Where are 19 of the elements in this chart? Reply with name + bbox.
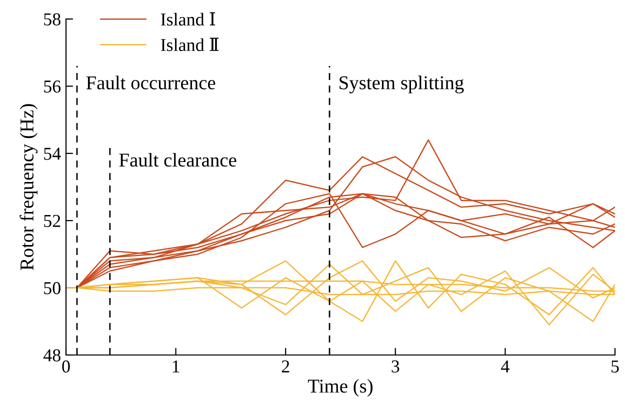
ref-line-label: Fault occurrence bbox=[86, 76, 216, 90]
ref-line-label: Fault clearance bbox=[119, 152, 236, 167]
x-tick-label: 1 bbox=[172, 360, 180, 372]
y-tick-label: 56 bbox=[44, 80, 61, 93]
y-tick-label: 54 bbox=[44, 148, 61, 160]
x-tick-label: 2 bbox=[282, 360, 290, 372]
x-tick-label: 0 bbox=[62, 360, 70, 373]
x-axis-title: Time (s) bbox=[308, 379, 373, 397]
y-tick-label: 50 bbox=[44, 282, 60, 294]
y-tick-label: 48 bbox=[43, 349, 60, 362]
y-tick-label: 58 bbox=[44, 13, 60, 26]
y-axis-title: Rotor frequency (Hz) bbox=[20, 104, 38, 270]
legend-label: Island Ⅱ bbox=[160, 38, 219, 52]
ref-line-label: System splitting bbox=[340, 76, 464, 94]
legend-label: Island Ⅰ bbox=[160, 12, 216, 26]
x-tick-label: 3 bbox=[392, 360, 400, 373]
y-tick-label: 52 bbox=[44, 214, 60, 228]
x-tick-label: 4 bbox=[501, 360, 510, 372]
x-tick-label: 5 bbox=[612, 360, 619, 373]
